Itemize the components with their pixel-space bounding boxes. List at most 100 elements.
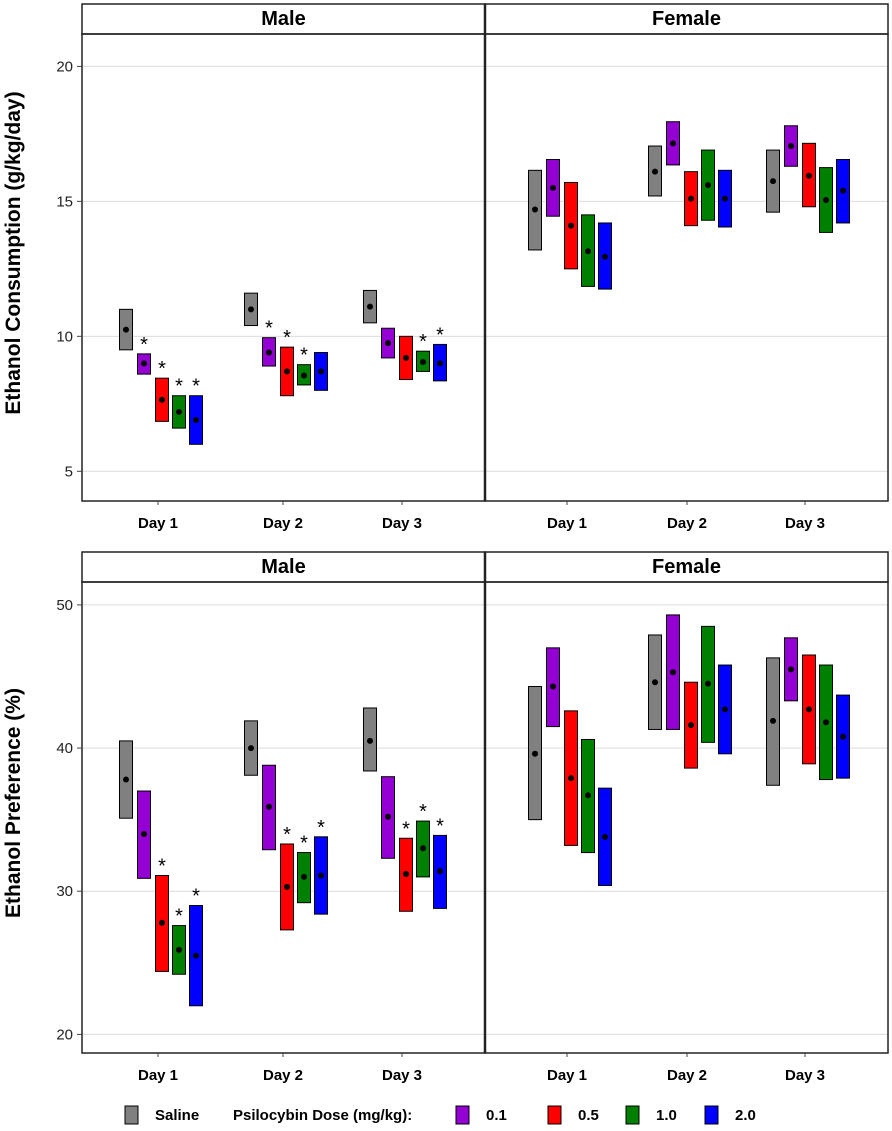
mean-point-d05 [284,883,290,890]
mean-point-d05 [806,706,812,713]
x-tick-label: Day 2 [667,1067,707,1084]
y-tick-label: 20 [56,1026,73,1043]
mean-point-d20 [437,868,443,875]
mean-point-d20 [193,952,199,959]
mean-point-d01 [266,349,272,356]
mean-point-d01 [141,830,147,837]
y-axis-label: Ethanol Consumption (g/kg/day) [2,91,25,414]
mean-point-d01 [550,184,556,191]
facet-title: Female [652,8,721,30]
x-tick-label: Day 2 [667,515,707,532]
y-axis-label: Ethanol Preference (%) [2,688,25,918]
facet-title: Male [261,556,305,578]
mean-point-saline [532,206,538,213]
facet-strip [81,3,486,35]
legend-label-saline: Saline [155,1107,199,1124]
mean-point-saline [248,306,254,313]
legend-swatch-d05 [547,1105,562,1125]
x-tick-label: Day 2 [263,515,303,532]
mean-point-d10 [420,358,426,365]
mean-point-d10 [823,719,829,726]
mean-point-d05 [159,919,165,926]
significance-asterisk: * [419,801,427,823]
panel-border [484,581,889,1054]
significance-asterisk: * [317,817,325,839]
mean-point-d20 [722,706,728,713]
facet-strip [484,551,889,583]
y-tick-label: 30 [56,883,73,900]
mean-point-saline [367,737,373,744]
mean-point-d10 [585,248,591,255]
mean-point-d10 [420,845,426,852]
legend-swatch-d01 [455,1105,470,1125]
mean-point-saline [532,750,538,757]
legend-swatch-saline [124,1105,139,1125]
mean-point-d05 [159,396,165,403]
y-tick-label: 15 [56,193,73,210]
mean-point-d10 [705,182,711,189]
legend-label-d20: 2.0 [735,1107,756,1124]
legend-label-d05: 0.5 [578,1107,599,1124]
mean-point-d10 [301,372,307,379]
x-tick-label: Day 3 [382,515,422,532]
mean-point-d10 [301,873,307,880]
mean-point-d05 [284,368,290,375]
mean-point-d05 [688,195,694,202]
significance-asterisk: * [402,818,410,840]
facet-strip [81,551,486,583]
mean-point-d01 [670,669,676,676]
panel-border [484,33,889,502]
y-tick-label: 20 [56,58,73,75]
legend-label-d10: 1.0 [656,1107,677,1124]
mean-point-d20 [193,417,199,424]
mean-point-d20 [437,360,443,367]
mean-point-d05 [568,222,574,229]
mean-point-saline [652,679,658,686]
x-tick-label: Day 3 [785,1067,825,1084]
mean-point-saline [652,168,658,175]
mean-point-saline [367,303,373,310]
legend-label-d01: 0.1 [486,1107,507,1124]
facet-strip [484,3,889,35]
y-tick-label: 10 [56,328,73,345]
x-tick-label: Day 3 [382,1067,422,1084]
mean-point-saline [248,745,254,752]
legend-swatch-d10 [625,1105,640,1125]
significance-asterisk: * [192,376,200,398]
mean-point-d01 [788,143,794,150]
mean-point-d20 [722,195,728,202]
mean-point-saline [123,326,129,333]
y-tick-label: 5 [65,463,73,480]
mean-point-d01 [266,803,272,810]
mean-point-saline [770,178,776,185]
significance-asterisk: * [140,334,148,356]
mean-point-d05 [688,722,694,729]
significance-asterisk: * [300,345,308,367]
significance-asterisk: * [300,833,308,855]
mean-point-d10 [585,792,591,799]
mean-point-d05 [403,354,409,361]
significance-asterisk: * [175,376,183,398]
significance-asterisk: * [419,331,427,353]
mean-point-d10 [823,197,829,204]
mean-point-saline [770,717,776,724]
x-tick-label: Day 1 [138,515,178,532]
legend-swatch-d20 [704,1105,719,1125]
mean-point-d01 [385,340,391,347]
mean-point-d20 [602,253,608,260]
mean-point-d05 [568,775,574,782]
significance-asterisk: * [158,358,166,380]
mean-point-d01 [550,683,556,690]
mean-point-d20 [318,368,324,375]
x-tick-label: Day 1 [547,515,587,532]
significance-asterisk: * [283,327,291,349]
mean-point-d20 [602,833,608,840]
facet-title: Male [261,8,305,30]
mean-point-d01 [788,666,794,673]
significance-asterisk: * [283,824,291,846]
significance-asterisk: * [158,855,166,877]
x-tick-label: Day 1 [547,1067,587,1084]
legend-dose-title: Psilocybin Dose (mg/kg): [233,1107,412,1124]
mean-point-d10 [176,408,182,415]
